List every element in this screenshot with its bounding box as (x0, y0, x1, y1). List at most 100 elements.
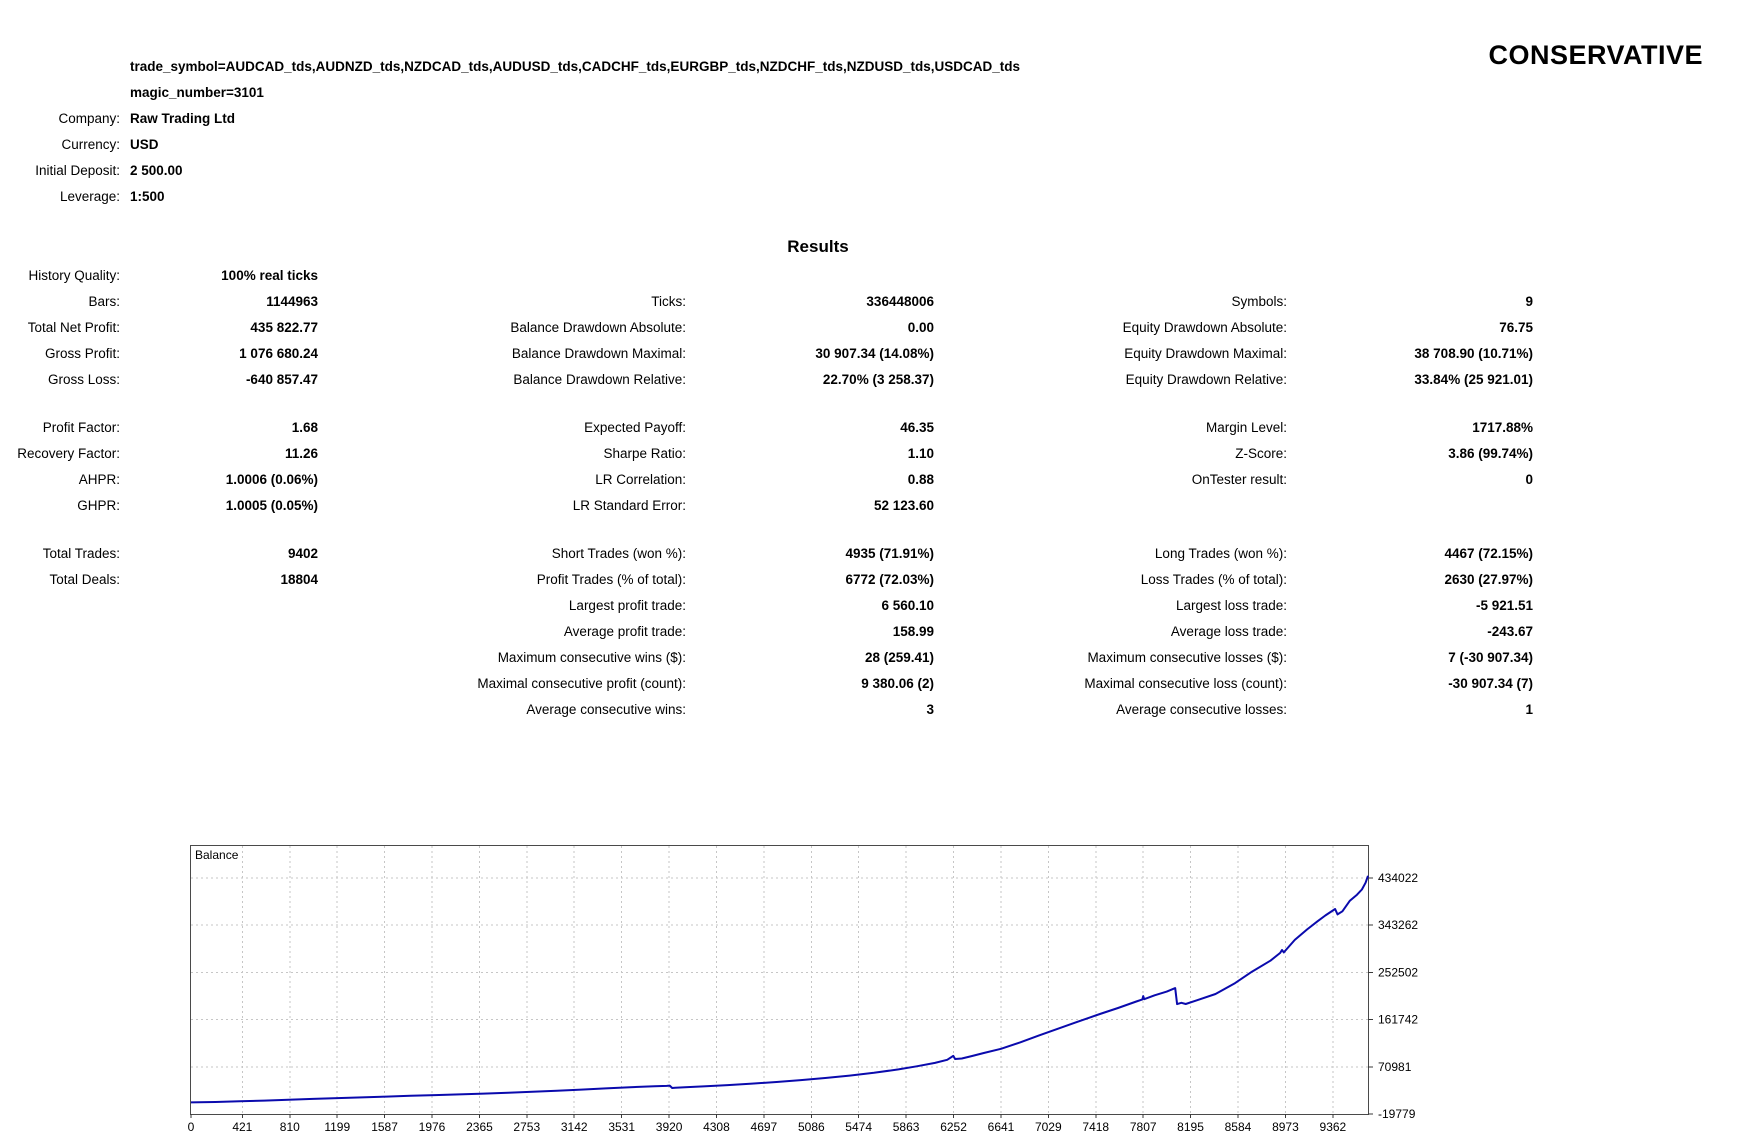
results-row: GHPR: 1.0005 (0.05%) LR Standard Error: 52 … (0, 493, 1533, 519)
results-row: Total Net Profit: 435 822.77 Balance Drawd… (0, 315, 1533, 341)
balance-chart: Balance 0 421 810 1199 1587 1976 2365 2753 3142 3… (188, 845, 1418, 1134)
result-value: 76.75 (1499, 320, 1533, 335)
x-tick-label: 4308 (703, 1120, 730, 1134)
result-label (0, 593, 120, 619)
leverage-value: 1:500 (130, 189, 165, 204)
result-value: 100% real ticks (221, 268, 318, 283)
param-row: trade_symbol=AUDCAD_tds,AUDNZD_tds,NZDCA… (0, 54, 1620, 80)
x-tick-label: 9362 (1320, 1120, 1347, 1134)
result-label (934, 493, 1287, 519)
result-value: 1 076 680.24 (239, 346, 318, 361)
company-value: Raw Trading Ltd (130, 111, 236, 126)
result-label: Maximal consecutive profit (count): (477, 676, 686, 691)
x-tick-label: 7029 (1035, 1120, 1062, 1134)
result-label: Profit Trades (% of total): (536, 572, 686, 587)
result-value: 9 (1525, 294, 1533, 309)
results-group-2: Profit Factor: 1.68 Expected Payoff: 46.35 M… (0, 415, 1533, 519)
result-label: Sharpe Ratio: (603, 446, 686, 461)
x-tick-label: 2365 (466, 1120, 493, 1134)
param-label (0, 54, 120, 80)
x-tick-label: 8584 (1225, 1120, 1252, 1134)
currency-row: Currency: USD (0, 132, 1620, 158)
currency-label: Currency: (61, 137, 120, 152)
result-value: 336448006 (866, 294, 934, 309)
result-label: Average profit trade: (563, 624, 686, 639)
result-value: 28 (259.41) (864, 650, 934, 665)
y-tick-label: 343262 (1378, 918, 1418, 932)
result-value: 435 822.77 (250, 320, 318, 335)
result-label: Short Trades (won %): (551, 546, 686, 561)
strategy-title: CONSERVATIVE (1488, 40, 1703, 70)
result-label: Average loss trade: (1170, 624, 1287, 639)
x-tick-label: 810 (280, 1120, 300, 1134)
result-label: Recovery Factor: (17, 446, 120, 461)
currency-value: USD (130, 137, 159, 152)
x-tick-label: 1199 (324, 1120, 350, 1134)
result-label: Balance Drawdown Relative: (513, 372, 686, 387)
result-label: GHPR: (77, 498, 120, 513)
company-label: Company: (58, 111, 120, 126)
results-row: Maximum consecutive wins ($): 28 (259.41)… (0, 645, 1533, 671)
x-tick-label: 3920 (656, 1120, 683, 1134)
result-value (120, 593, 318, 619)
initial-deposit-row: Initial Deposit: 2 500.00 (0, 158, 1620, 184)
leverage-label: Leverage: (59, 189, 120, 204)
result-label (934, 263, 1287, 289)
result-label: Profit Factor: (42, 420, 120, 435)
result-value: 4935 (71.91%) (845, 546, 934, 561)
result-value: 18804 (280, 572, 318, 587)
x-tick-label: 0 (188, 1120, 195, 1134)
result-label: Ticks: (651, 294, 686, 309)
result-value: 158.99 (892, 624, 934, 639)
result-value: 1.68 (291, 420, 318, 435)
y-tick-label: 70981 (1378, 1060, 1412, 1074)
result-value: -30 907.34 (7) (1448, 676, 1533, 691)
results-group-3: Total Trades: 9402 Short Trades (won %): 49… (0, 541, 1533, 723)
result-label (0, 671, 120, 697)
result-value: 1.10 (907, 446, 934, 461)
results-row: History Quality: 100% real ticks (0, 263, 1533, 289)
y-tick-label: 161742 (1378, 1013, 1418, 1027)
initial-deposit-label: Initial Deposit: (35, 163, 120, 178)
y-tick-label: 434022 (1378, 871, 1418, 885)
x-tick-label: 5863 (893, 1120, 920, 1134)
result-label: Z-Score: (1235, 446, 1287, 461)
company-row: Company: Raw Trading Ltd (0, 106, 1620, 132)
result-value: 1717.88% (1472, 420, 1533, 435)
results-group-1: History Quality: 100% real ticks Bars: 1144… (0, 263, 1533, 393)
result-value: 3 (926, 702, 934, 717)
result-label: Margin Level: (1205, 420, 1287, 435)
result-label: Equity Drawdown Absolute: (1122, 320, 1287, 335)
result-value: 2630 (27.97%) (1444, 572, 1533, 587)
result-value: 11.26 (284, 446, 318, 461)
results-row: Gross Loss: -640 857.47 Balance Drawdown R… (0, 367, 1533, 393)
result-label: Average consecutive wins: (526, 702, 686, 717)
initial-deposit-value: 2 500.00 (130, 163, 183, 178)
result-value: 30 907.34 (14.08%) (815, 346, 934, 361)
y-tick-label: 252502 (1378, 965, 1418, 979)
result-value: 1.0006 (0.06%) (225, 472, 318, 487)
result-value: 7 (-30 907.34) (1448, 650, 1533, 665)
result-value: 0.88 (907, 472, 934, 487)
result-label: Largest profit trade: (568, 598, 686, 613)
result-value: -640 857.47 (245, 372, 318, 387)
result-value (120, 697, 318, 723)
report-header: trade_symbol=AUDCAD_tds,AUDNZD_tds,NZDCA… (0, 54, 1620, 210)
result-label: LR Standard Error: (572, 498, 686, 513)
balance-chart-svg: 0 421 810 1199 1587 1976 2365 2753 3142 3531 3920 4… (188, 846, 1418, 1134)
x-tick-label: 7807 (1130, 1120, 1157, 1134)
x-tick-label: 2753 (513, 1120, 540, 1134)
result-value (1287, 493, 1533, 519)
result-value: 22.70% (3 258.37) (822, 372, 934, 387)
results-row: Profit Factor: 1.68 Expected Payoff: 46.35 M… (0, 415, 1533, 441)
result-value: 38 708.90 (10.71%) (1414, 346, 1533, 361)
result-label: Balance Drawdown Absolute: (510, 320, 686, 335)
result-label: Expected Payoff: (584, 420, 686, 435)
result-value: 1.0005 (0.05%) (225, 498, 318, 513)
result-label: Bars: (88, 294, 120, 309)
results-row: Average profit trade: 158.99 Average loss … (0, 619, 1533, 645)
result-label: Maximum consecutive wins ($): (497, 650, 686, 665)
result-value: 1 (1525, 702, 1533, 717)
results-row: Maximal consecutive profit (count): 9 380… (0, 671, 1533, 697)
